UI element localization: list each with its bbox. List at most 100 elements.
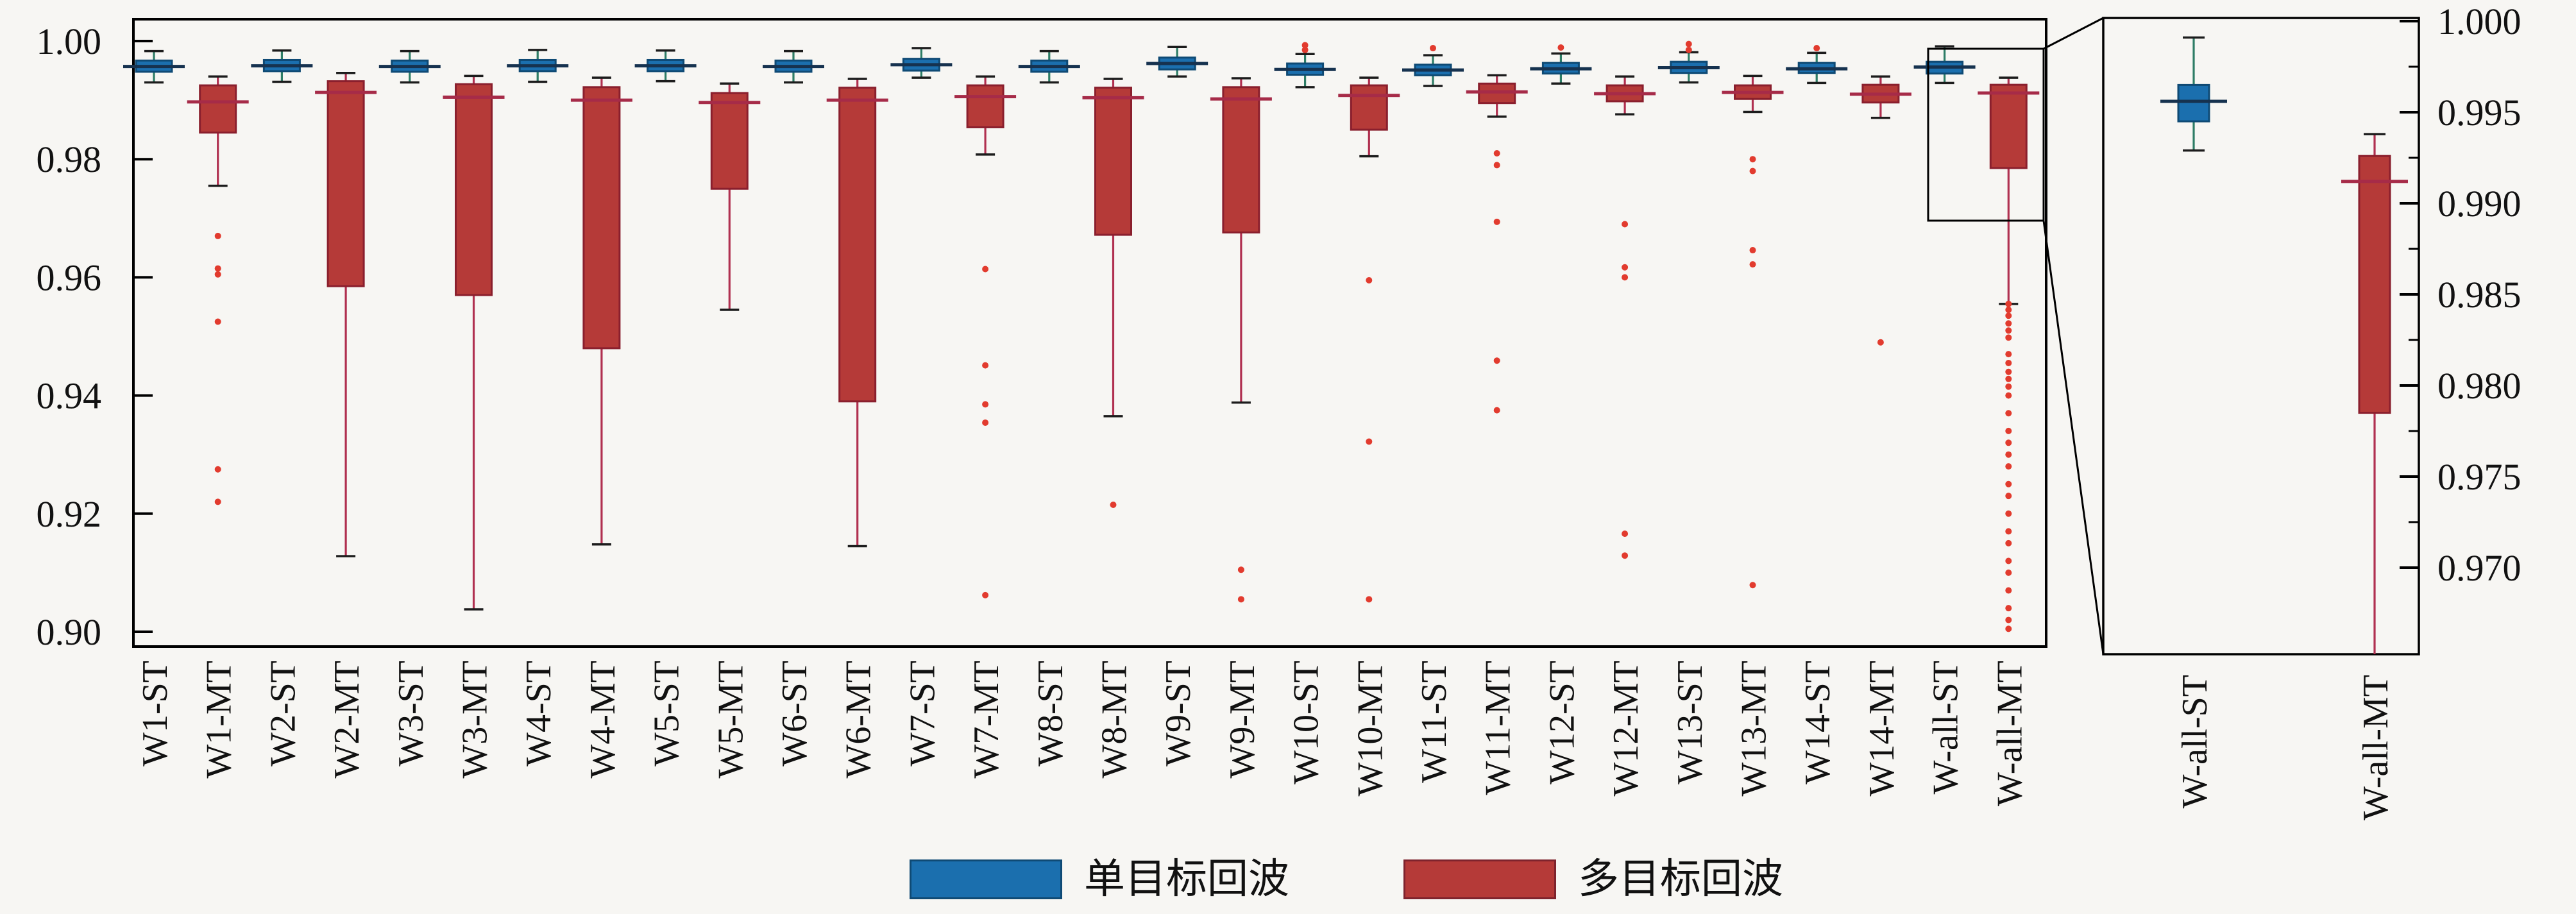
outlier-point — [2005, 359, 2012, 366]
outlier-point — [1622, 552, 1629, 559]
box-W7-MT — [954, 75, 1017, 598]
outlier-point — [1237, 596, 1244, 603]
box-rect — [582, 86, 621, 350]
outlier-point — [2005, 312, 2012, 319]
outlier-point — [2005, 480, 2012, 487]
box-W12-ST — [1530, 44, 1592, 85]
box-W5-ST — [634, 49, 697, 83]
main-xtick-label-W6-ST: W6-ST — [775, 661, 815, 766]
box-W4-MT — [570, 76, 632, 546]
main-xtick-label-W6-MT: W6-MT — [839, 661, 879, 779]
outlier-point — [1493, 162, 1500, 169]
outlier-point — [982, 266, 989, 273]
main-ytick-label: 0.92 — [37, 493, 102, 535]
outlier-point — [982, 401, 989, 408]
outlier-point — [1622, 274, 1629, 281]
outlier-point — [1622, 221, 1629, 228]
box-rect — [2177, 83, 2210, 123]
box-W8-ST — [1018, 49, 1080, 84]
box-W14-MT — [1849, 75, 1911, 346]
box-rect — [326, 80, 365, 287]
outlier-point — [214, 466, 221, 473]
inset-ytick-label: 0.975 — [2437, 456, 2521, 498]
legend-swatch-multi-target-icon — [1403, 859, 1556, 899]
outlier-point — [2005, 528, 2012, 535]
main-ytick-label: 1.00 — [37, 21, 102, 62]
box-W2-MT — [315, 71, 377, 557]
box-W12-MT — [1594, 75, 1656, 559]
box-W-all-MT — [1978, 76, 2040, 632]
main-xtick-label-W13-ST: W13-ST — [1670, 661, 1710, 784]
main-xtick-label-W12-MT: W12-MT — [1606, 661, 1646, 797]
outlier-point — [2005, 605, 2012, 612]
box-W11-MT — [1466, 74, 1528, 414]
inset-ytick-label: 1.000 — [2437, 1, 2521, 42]
box-rect — [1350, 84, 1388, 131]
box-W8-MT — [1082, 78, 1144, 508]
outlier-point — [2005, 334, 2012, 341]
box-W9-MT — [1210, 77, 1272, 603]
box-rect — [838, 87, 877, 403]
inset-ytick-label: 0.985 — [2437, 274, 2521, 316]
outlier-point — [2005, 383, 2012, 390]
main-xtick-label-W10-ST: W10-ST — [1287, 661, 1326, 784]
outlier-point — [2005, 368, 2012, 375]
box-W9-ST — [1146, 46, 1208, 78]
outlier-point — [1557, 44, 1564, 51]
main-xtick-label-W8-ST: W8-ST — [1031, 661, 1071, 766]
outlier-point — [1366, 277, 1373, 284]
main-xtick-label-W2-ST: W2-ST — [263, 661, 303, 766]
legend-item-multi-target: 多目标回波 — [1403, 857, 1783, 902]
outlier-point — [1622, 530, 1629, 537]
box-rect — [455, 83, 493, 296]
outlier-point — [1749, 156, 1756, 163]
inset-xtick-label-W-all-ST: W-all-ST — [2175, 675, 2215, 808]
box-rect — [1222, 86, 1260, 233]
outlier-point — [982, 591, 989, 598]
main-xtick-label-W1-ST: W1-ST — [135, 661, 175, 766]
outlier-point — [1110, 501, 1117, 508]
box-W6-MT — [826, 78, 888, 548]
outlier-point — [1749, 261, 1756, 268]
outlier-point — [1493, 407, 1500, 414]
box-W-all-ST — [1913, 45, 1976, 85]
main-xtick-label-W7-MT: W7-MT — [967, 661, 1006, 779]
outlier-point — [2005, 587, 2012, 594]
box-W14-ST — [1786, 45, 1848, 85]
main-xtick-label-W11-MT: W11-MT — [1479, 661, 1518, 795]
outlier-point — [1493, 218, 1500, 225]
outlier-point — [2005, 427, 2012, 434]
outlier-point — [1685, 46, 1692, 53]
box-W1-ST — [123, 49, 185, 84]
inset-ytick-label: 0.970 — [2437, 547, 2521, 589]
box-rect — [1094, 87, 1132, 236]
outlier-point — [2005, 616, 2012, 623]
outlier-point — [2005, 557, 2012, 564]
outlier-point — [982, 419, 989, 426]
inset-ytick-label: 0.980 — [2437, 365, 2521, 407]
outlier-point — [2005, 392, 2012, 399]
main-xtick-label-W4-MT: W4-MT — [583, 661, 623, 779]
box-W3-MT — [443, 74, 505, 611]
outlier-point — [2005, 410, 2012, 417]
outlier-point — [1622, 264, 1629, 271]
outlier-point — [2005, 625, 2012, 632]
outlier-point — [2005, 569, 2012, 576]
main-xtick-label-W5-ST: W5-ST — [647, 661, 687, 766]
inset-ytick-label: 0.990 — [2437, 183, 2521, 224]
outlier-point — [2005, 375, 2012, 382]
zoom-connector-bottom — [2042, 220, 2105, 655]
zoom-connector-top — [2043, 17, 2104, 50]
outlier-point — [2005, 493, 2012, 500]
outlier-point — [1749, 247, 1756, 254]
outlier-point — [1301, 42, 1309, 49]
box-W4-ST — [507, 49, 569, 83]
inset-ytick-label: 0.995 — [2437, 92, 2521, 133]
main-xtick-label-W4-ST: W4-ST — [519, 661, 559, 766]
main-xtick-label-W3-ST: W3-ST — [391, 661, 431, 766]
outlier-point — [214, 318, 221, 325]
outlier-point — [214, 232, 221, 239]
main-ytick-label: 0.96 — [37, 257, 102, 298]
main-xtick-label-W13-MT: W13-MT — [1734, 661, 1774, 797]
